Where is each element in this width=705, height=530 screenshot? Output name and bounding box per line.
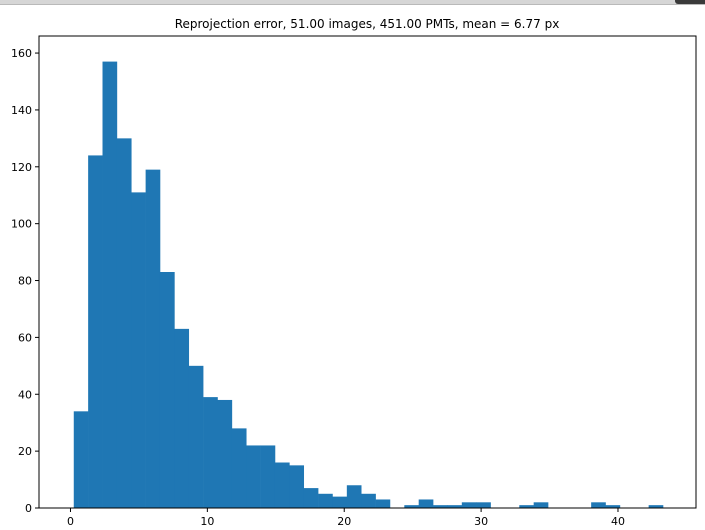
histogram-bar xyxy=(217,399,233,508)
histogram-bar xyxy=(188,365,204,508)
y-tick-label: 160 xyxy=(11,47,32,60)
histogram-bar xyxy=(461,502,477,508)
histogram-bar xyxy=(404,505,419,508)
histogram-bar xyxy=(274,462,290,508)
histogram-bar xyxy=(102,61,118,508)
y-tick-label: 140 xyxy=(11,104,32,117)
histogram-bar xyxy=(174,328,190,508)
histogram-bar xyxy=(418,499,434,508)
histogram-bar xyxy=(131,192,146,508)
y-tick-label: 40 xyxy=(18,388,32,401)
histogram-bar xyxy=(648,505,664,508)
histogram-bar xyxy=(159,272,175,508)
axes-frame xyxy=(38,35,697,509)
histogram-bar xyxy=(231,428,247,508)
y-tick-label: 0 xyxy=(25,502,32,515)
x-tick-label: 10 xyxy=(200,515,214,528)
x-tick-label: 20 xyxy=(337,515,351,528)
histogram-bar xyxy=(116,138,132,508)
x-tick-label: 40 xyxy=(611,515,625,528)
histogram-bar xyxy=(303,488,319,508)
histogram-bar xyxy=(375,499,391,508)
histogram-bar xyxy=(260,445,276,508)
histogram-bar xyxy=(289,465,305,508)
histogram-bar xyxy=(318,493,333,508)
histogram-bar xyxy=(433,505,448,508)
histogram-bar xyxy=(88,155,103,508)
histogram-bar xyxy=(533,502,549,508)
histogram-bar xyxy=(591,502,606,508)
bars-group xyxy=(73,61,664,508)
y-tick-label: 120 xyxy=(11,161,32,174)
histogram-bar xyxy=(447,505,463,508)
x-axis: 0 10 20 30 40 xyxy=(67,508,625,528)
histogram-bar xyxy=(332,496,348,508)
y-tick-label: 80 xyxy=(18,275,32,288)
histogram-bar xyxy=(346,485,362,508)
x-tick-label: 30 xyxy=(474,515,488,528)
x-tick-label: 0 xyxy=(67,515,74,528)
y-tick-label: 20 xyxy=(18,445,32,458)
histogram-bar xyxy=(361,493,376,508)
window-corner-control[interactable] xyxy=(675,0,705,4)
histogram-bar xyxy=(145,169,161,508)
histogram-bar xyxy=(203,397,218,508)
chart-title: Reprojection error, 51.00 images, 451.00… xyxy=(175,17,560,31)
y-tick-label: 100 xyxy=(11,218,32,231)
histogram-bar xyxy=(246,445,261,508)
histogram-bar xyxy=(73,411,89,508)
histogram-bar xyxy=(476,502,491,508)
histogram-bar xyxy=(519,505,534,508)
histogram-bar xyxy=(605,505,621,508)
window-top-bar xyxy=(0,0,705,5)
y-tick-label: 60 xyxy=(18,331,32,344)
y-axis: 0 20 40 60 80 100 120 140 160 xyxy=(11,47,39,515)
